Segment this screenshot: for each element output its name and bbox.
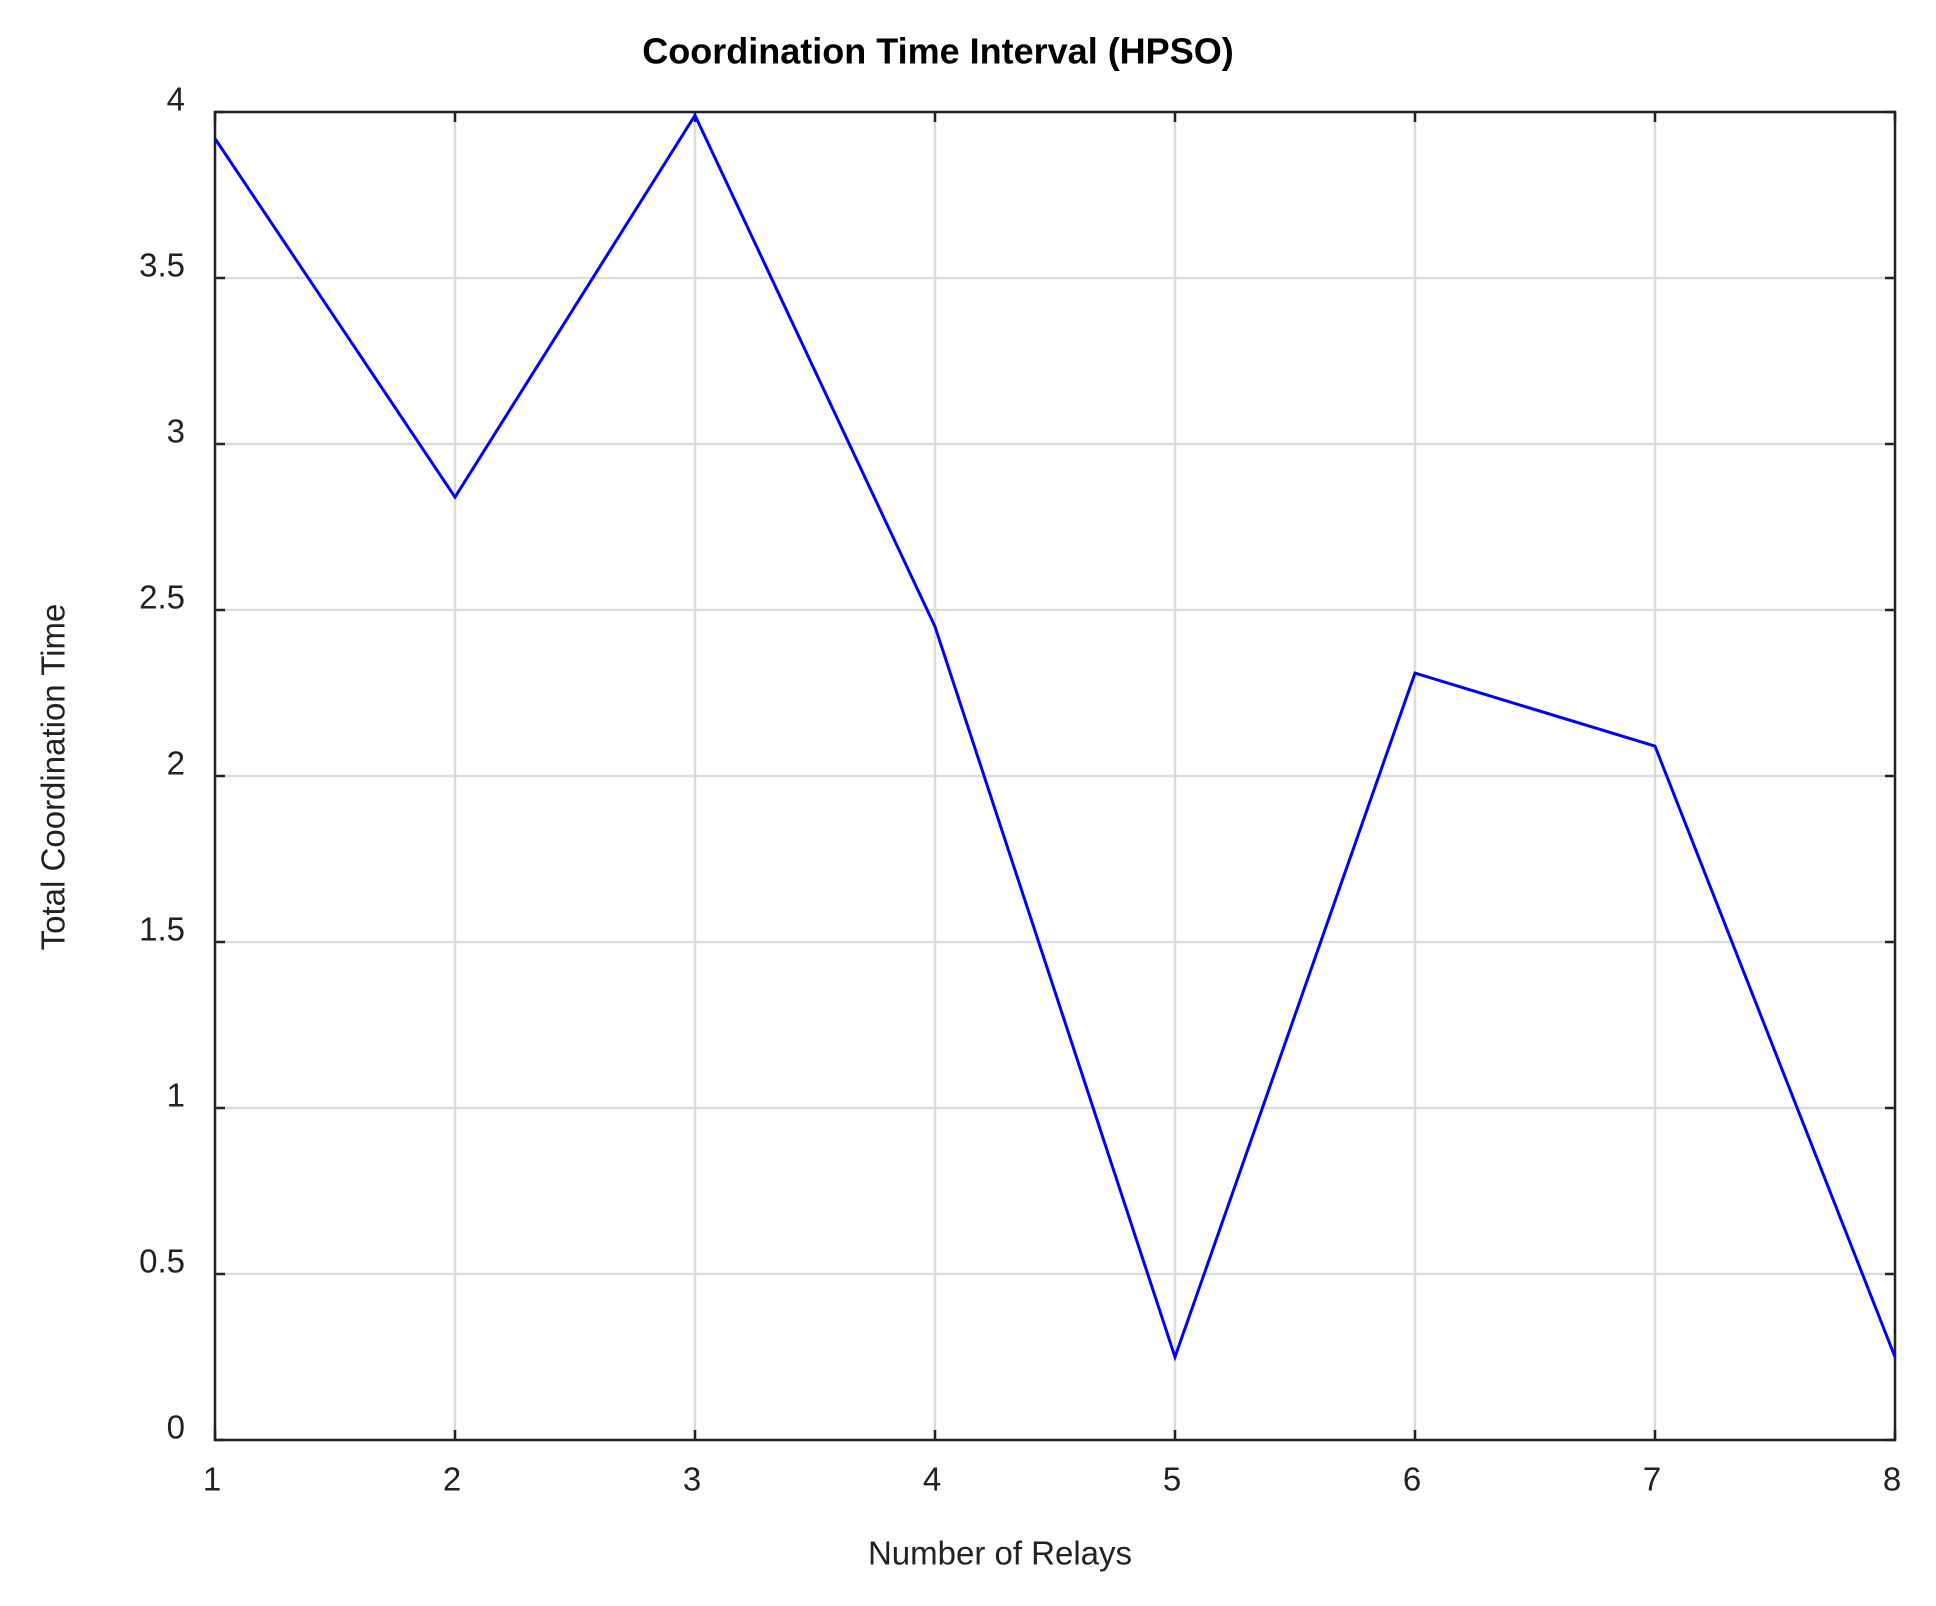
x-tick-label: 7 [1643, 1461, 1661, 1498]
y-tick-label: 3.5 [139, 247, 185, 284]
y-tick-label: 3 [167, 413, 185, 450]
y-tick-label: 2 [167, 745, 185, 782]
y-tick-label: 1.5 [139, 911, 185, 948]
x-axis-label: Number of Relays [868, 1535, 1132, 1572]
y-tick-label: 2.5 [139, 579, 185, 616]
data-line [213, 112, 1897, 1362]
y-axis-label: Total Coordination Time [35, 604, 72, 951]
y-tick-label: 4 [167, 81, 185, 118]
chart-title: Coordination Time Interval (HPSO) [642, 31, 1233, 72]
x-tick-label: 1 [203, 1461, 221, 1498]
x-tick-label: 5 [1163, 1461, 1181, 1498]
x-tick-label: 4 [923, 1461, 941, 1498]
x-tick-label: 6 [1403, 1461, 1421, 1498]
x-tick-label: 3 [683, 1461, 701, 1498]
y-tick-label: 1 [167, 1077, 185, 1114]
plot-frame [213, 110, 1897, 1442]
y-tick-label: 0 [167, 1409, 185, 1446]
x-tick-label: 2 [443, 1461, 461, 1498]
x-tick-label: 8 [1883, 1461, 1901, 1498]
y-tick-label: 0.5 [139, 1243, 185, 1280]
